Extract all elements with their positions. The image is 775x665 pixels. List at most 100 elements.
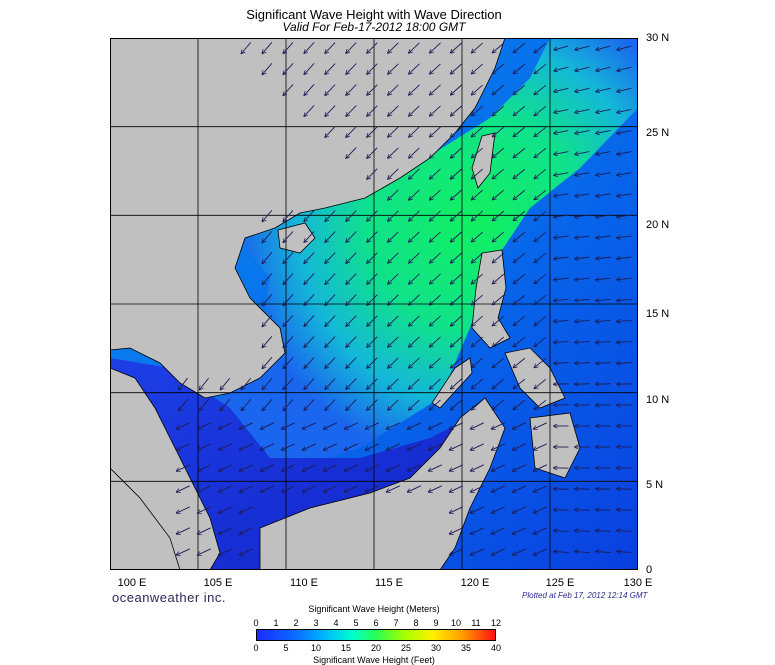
wave-direction-arrow [239, 422, 253, 429]
wave-direction-arrow [449, 443, 463, 450]
wave-direction-arrow [449, 506, 463, 513]
wave-direction-arrow [346, 231, 357, 243]
wave-direction-arrow [513, 252, 526, 263]
wave-direction-arrow [197, 548, 211, 555]
wave-direction-arrow [176, 527, 190, 534]
wave-direction-arrow [388, 42, 399, 53]
wave-direction-arrow [534, 189, 547, 199]
wave-direction-arrow [346, 399, 357, 411]
wave-direction-arrow [513, 168, 526, 179]
wave-direction-arrow [450, 357, 462, 368]
plotted-timestamp: Plotted at Feb 17, 2012 12:14 GMT [522, 591, 648, 600]
wave-direction-arrow [409, 84, 420, 95]
wave-direction-arrow [346, 126, 357, 138]
wave-direction-arrow [470, 464, 484, 471]
wave-direction-arrow [409, 294, 420, 305]
wave-direction-arrow [260, 464, 274, 471]
wave-direction-arrow [176, 464, 190, 471]
legend-tick-meters: 4 [333, 618, 339, 628]
wave-direction-arrow [388, 210, 399, 221]
wave-direction-arrow [554, 278, 569, 280]
wave-direction-arrow [239, 506, 253, 513]
wave-direction-arrow [617, 66, 632, 71]
wave-direction-arrow [302, 464, 316, 471]
wave-direction-arrow [388, 336, 399, 347]
wave-direction-arrow [365, 422, 379, 429]
wave-direction-arrow [325, 105, 336, 117]
wave-direction-arrow [323, 464, 337, 471]
wave-direction-arrow [575, 45, 590, 50]
wave-direction-arrow [304, 84, 315, 95]
wave-direction-arrow [470, 506, 484, 513]
wave-direction-arrow [241, 41, 252, 53]
wave-direction-arrow [554, 363, 569, 364]
wave-direction-arrow [197, 506, 211, 513]
wave-direction-arrow [471, 315, 483, 326]
wave-direction-arrow [575, 320, 590, 321]
wave-direction-arrow [283, 399, 294, 410]
wave-direction-arrow [450, 105, 462, 116]
wave-direction-arrow [197, 464, 211, 471]
wave-direction-arrow [260, 485, 274, 492]
wave-direction-arrow [388, 84, 399, 95]
legend-title-meters: Significant Wave Height (Meters) [308, 604, 440, 614]
legend-tick-feet: 20 [370, 643, 382, 653]
wave-direction-arrow [325, 84, 336, 96]
wave-direction-arrow [262, 210, 273, 221]
wave-direction-arrow [554, 320, 569, 321]
wave-direction-arrow [617, 299, 632, 300]
lon-label-115e: 115 E [375, 577, 403, 589]
wave-direction-arrow [429, 252, 441, 263]
wave-map [110, 38, 638, 570]
wave-direction-arrow [513, 273, 526, 284]
wave-direction-arrow [429, 105, 441, 116]
lon-label-100e: 100 E [117, 577, 147, 589]
wave-direction-arrow [492, 231, 505, 242]
wave-direction-arrow [554, 531, 569, 532]
wave-direction-arrow [409, 357, 420, 368]
wave-direction-arrow [513, 231, 526, 242]
wave-direction-arrow [346, 84, 357, 96]
wave-direction-arrow [533, 464, 547, 471]
wave-direction-arrow [281, 485, 295, 492]
wave-direction-arrow [575, 215, 590, 217]
wave-direction-arrow [450, 168, 462, 179]
wave-direction-arrow [471, 231, 483, 242]
wave-direction-arrow [388, 189, 399, 200]
wave-direction-arrow [534, 231, 547, 241]
wave-direction-arrow [450, 147, 462, 158]
wave-direction-arrow [450, 231, 462, 242]
wave-direction-arrow [325, 63, 336, 75]
legend-color-bar [256, 629, 496, 641]
wave-direction-arrow [575, 194, 590, 196]
wave-direction-arrow [534, 210, 547, 220]
wave-direction-arrow [617, 278, 632, 280]
wave-direction-arrow [534, 336, 547, 346]
wave-direction-arrow [262, 315, 273, 326]
wave-direction-arrow [388, 252, 399, 263]
wave-direction-arrow [617, 87, 632, 91]
wave-direction-arrow [617, 236, 632, 238]
wave-direction-arrow [367, 399, 378, 411]
wave-direction-arrow [388, 294, 399, 305]
wave-direction-arrow [429, 210, 441, 221]
wave-direction-arrow [512, 548, 526, 555]
wave-direction-arrow [575, 278, 590, 280]
wave-direction-arrow [554, 108, 569, 112]
wave-direction-arrow [554, 257, 569, 259]
wave-direction-arrow [429, 63, 441, 74]
wave-direction-arrow [470, 422, 484, 429]
wave-direction-arrow [450, 315, 462, 326]
wave-direction-arrow [596, 531, 611, 532]
wave-direction-arrow [302, 485, 316, 492]
wave-direction-arrow [199, 398, 210, 411]
wave-direction-arrow [533, 548, 547, 555]
wave-direction-arrow [449, 422, 463, 429]
wave-direction-arrow [346, 336, 357, 348]
wave-direction-arrow [304, 42, 315, 53]
chart-title: Significant Wave Height with Wave Direct… [246, 7, 502, 22]
wave-direction-arrow [197, 422, 211, 429]
wave-direction-arrow [617, 172, 632, 176]
wave-direction-arrow [262, 399, 273, 410]
wave-direction-arrow [617, 194, 632, 196]
